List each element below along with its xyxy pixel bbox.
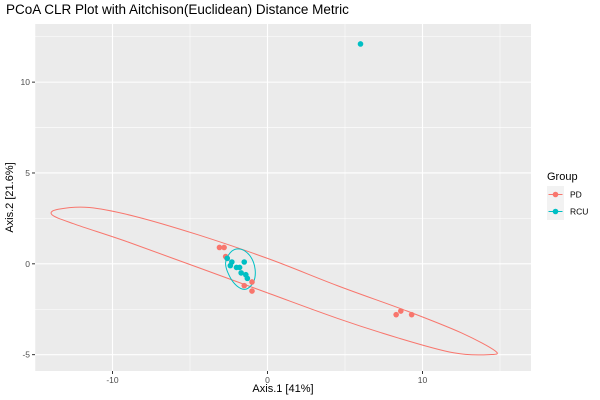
chart-title: PCoA CLR Plot with Aitchison(Euclidean) … xyxy=(6,2,349,17)
legend-marker-rcu xyxy=(552,208,559,215)
x-axis-title: Axis.1 [41%] xyxy=(252,383,313,395)
point-pd xyxy=(249,279,255,285)
y-tick-label: 5 xyxy=(25,168,30,178)
y-tick-label: 0 xyxy=(25,259,30,269)
y-axis: -5 0 5 10 xyxy=(21,77,35,360)
point-rcu xyxy=(241,259,248,265)
y-tick-label: -5 xyxy=(22,350,30,360)
point-pd xyxy=(393,311,399,318)
plot-panel xyxy=(35,24,531,371)
point-pd xyxy=(221,244,227,251)
legend-label-pd: PD xyxy=(570,190,582,200)
legend-marker-pd xyxy=(552,191,559,198)
point-pd xyxy=(249,288,255,294)
point-pd xyxy=(398,308,404,314)
x-axis: -10 0 10 xyxy=(106,371,427,385)
point-pd xyxy=(408,311,415,318)
y-axis-title: Axis.2 [21.6%] xyxy=(4,162,16,232)
x-tick-label: 0 xyxy=(265,375,270,385)
ellipse-pd xyxy=(50,206,498,356)
x-tick-label: 10 xyxy=(418,375,428,385)
point-rcu xyxy=(224,255,230,262)
point-rcu xyxy=(229,259,235,265)
legend-label-rcu: RCU xyxy=(570,207,588,217)
point-rcu xyxy=(357,41,364,47)
legend-title: Group xyxy=(547,171,578,183)
point-rcu xyxy=(236,264,243,271)
x-tick-label: -10 xyxy=(106,375,119,385)
point-pd xyxy=(241,282,248,289)
point-rcu xyxy=(244,275,251,282)
point-rcu xyxy=(238,270,244,276)
legend-items: PD RCU xyxy=(547,186,588,220)
y-tick-label: 10 xyxy=(21,77,31,87)
legend: Group PD RCU xyxy=(547,171,588,220)
data-points xyxy=(216,41,415,318)
point-pd xyxy=(216,244,223,251)
